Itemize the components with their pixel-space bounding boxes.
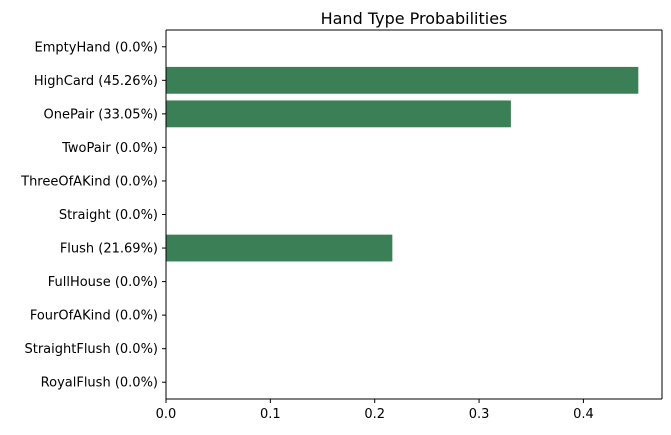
xtick-label-0: 0.0 [156,407,177,422]
xtick-label-2: 0.2 [364,407,385,422]
plot-area: EmptyHand (0.0%) HighCard (45.26%) OnePair… [20,29,663,422]
ytick-label-8: FourOfAKind (0.0%) [30,309,158,324]
ytick-label-1: HighCard (45.26%) [34,74,158,89]
ytick-label-2: OnePair (33.05%) [44,107,159,122]
ytick-label-7: FullHouse (0.0%) [48,275,158,290]
ytick-label-5: Straight (0.0%) [59,208,158,223]
ytick-label-0: EmptyHand (0.0%) [35,40,158,55]
xtick-label-4: 0.4 [573,407,594,422]
bar-2 [166,100,511,128]
ytick-label-4: ThreeOfAKind (0.0%) [20,174,158,189]
xtick-label-3: 0.3 [469,407,490,422]
ytick-label-6: Flush (21.69%) [60,242,158,257]
bar-1 [166,66,639,94]
ytick-label-9: StraightFlush (0.0%) [24,342,158,357]
bar-6 [166,234,393,262]
chart-title: Hand Type Probabilities [321,9,508,28]
ytick-label-10: RoyalFlush (0.0%) [41,376,158,391]
xtick-label-1: 0.1 [260,407,281,422]
ytick-label-3: TwoPair (0.0%) [61,141,158,156]
